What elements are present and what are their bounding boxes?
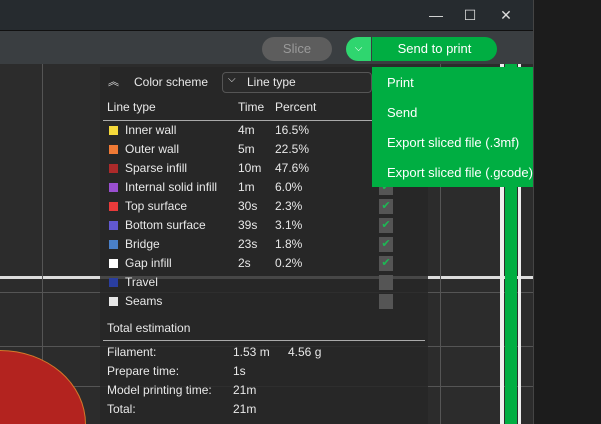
line-type-time: 30s bbox=[238, 199, 258, 213]
line-type-time: 5m bbox=[238, 142, 255, 156]
title-bar: — ☐ ✕ bbox=[0, 0, 533, 31]
line-type-percent: 3.1% bbox=[275, 218, 303, 232]
color-swatch bbox=[109, 145, 118, 154]
line-type-time: 2s bbox=[238, 256, 251, 270]
line-type-percent: 6.0% bbox=[275, 180, 303, 194]
divider bbox=[103, 120, 425, 121]
minimize-icon[interactable]: — bbox=[429, 7, 443, 23]
line-type-name: Inner wall bbox=[125, 123, 177, 137]
model-time: 21m bbox=[233, 383, 257, 397]
line-type-percent: 0.2% bbox=[275, 256, 303, 270]
line-type-name: Outer wall bbox=[125, 142, 180, 156]
close-icon[interactable]: ✕ bbox=[500, 7, 512, 23]
visibility-checkbox[interactable]: ✔ bbox=[379, 218, 393, 233]
filament-weight: 4.56 g bbox=[288, 345, 322, 359]
legend-row: Bridge 23s 1.8% ✔ bbox=[100, 235, 428, 254]
visibility-checkbox[interactable]: ✔ bbox=[379, 256, 393, 271]
menu-item-export-3mf[interactable]: Export sliced file (.3mf) bbox=[387, 135, 520, 150]
color-swatch bbox=[109, 259, 118, 268]
header-percent: Percent bbox=[275, 100, 317, 114]
color-swatch bbox=[109, 126, 118, 135]
grid-line bbox=[440, 64, 441, 424]
header-time: Time bbox=[238, 100, 265, 114]
legend-row: Gap infill 2s 0.2% ✔ bbox=[100, 254, 428, 273]
menu-item-print[interactable]: Print bbox=[387, 75, 414, 90]
legend-row: Bottom surface 39s 3.1% ✔ bbox=[100, 216, 428, 235]
line-type-time: 4m bbox=[238, 123, 255, 137]
menu-item-send[interactable]: Send bbox=[387, 105, 418, 120]
color-scheme-label: Color scheme bbox=[134, 75, 209, 89]
line-type-name: Sparse infill bbox=[125, 161, 188, 175]
slice-button[interactable]: Slice bbox=[262, 37, 332, 61]
visibility-checkbox[interactable] bbox=[379, 275, 393, 290]
total-time: 21m bbox=[233, 402, 257, 416]
header-line-type: Line type bbox=[107, 100, 156, 114]
color-swatch bbox=[109, 221, 118, 230]
legend-row: Seams bbox=[100, 292, 428, 311]
divider bbox=[103, 340, 425, 341]
line-type-time: 1m bbox=[238, 180, 255, 194]
line-type-name: Travel bbox=[125, 275, 158, 289]
grid-line bbox=[500, 64, 504, 424]
slicer-window: — ☐ ✕ Slice ⌵ Send to print ︽ Color sche… bbox=[0, 0, 534, 424]
line-type-name: Bottom surface bbox=[125, 218, 206, 232]
grid-line bbox=[518, 64, 521, 424]
line-type-name: Seams bbox=[125, 294, 163, 308]
collapse-icon[interactable]: ︽ bbox=[108, 76, 119, 88]
color-swatch bbox=[109, 240, 118, 249]
line-type-percent: 1.8% bbox=[275, 237, 303, 251]
prepare-time: 1s bbox=[233, 364, 246, 378]
line-type-name: Internal solid infill bbox=[125, 180, 218, 194]
color-scheme-value: Line type bbox=[247, 75, 296, 89]
visibility-checkbox[interactable] bbox=[379, 294, 393, 309]
chevron-down-icon: ⌵ bbox=[228, 74, 236, 85]
line-type-time: 39s bbox=[238, 218, 258, 232]
model-time-label: Model printing time: bbox=[107, 383, 212, 397]
line-type-time: 10m bbox=[238, 161, 262, 175]
maximize-icon[interactable]: ☐ bbox=[463, 7, 477, 23]
send-dropdown-menu: Print Send Export sliced file (.3mf) Exp… bbox=[372, 67, 533, 187]
legend-row: Internal solid infill 1m 6.0% ✔ bbox=[100, 178, 428, 197]
color-swatch bbox=[109, 202, 118, 211]
color-scheme-select[interactable]: ⌵ Line type bbox=[222, 72, 372, 93]
line-type-percent: 16.5% bbox=[275, 123, 310, 137]
model-part[interactable] bbox=[0, 350, 86, 424]
line-type-percent: 22.5% bbox=[275, 142, 310, 156]
color-swatch bbox=[109, 278, 118, 287]
grid-line bbox=[42, 64, 43, 424]
color-swatch bbox=[109, 183, 118, 192]
line-type-name: Bridge bbox=[125, 237, 160, 251]
filament-length: 1.53 m bbox=[233, 345, 270, 359]
color-swatch bbox=[109, 164, 118, 173]
line-type-name: Top surface bbox=[125, 199, 188, 213]
line-type-time: 23s bbox=[238, 237, 258, 251]
total-estimation-title: Total estimation bbox=[107, 321, 191, 335]
legend-row: Top surface 30s 2.3% ✔ bbox=[100, 197, 428, 216]
total-label: Total: bbox=[107, 402, 136, 416]
legend-row: Travel bbox=[100, 273, 428, 292]
prepare-label: Prepare time: bbox=[107, 364, 180, 378]
send-to-print-button[interactable]: Send to print bbox=[372, 37, 497, 61]
visibility-checkbox[interactable]: ✔ bbox=[379, 199, 393, 214]
color-swatch bbox=[109, 297, 118, 306]
filament-label: Filament: bbox=[107, 345, 157, 359]
chevron-down-icon[interactable]: ⌵ bbox=[346, 37, 371, 61]
line-type-percent: 47.6% bbox=[275, 161, 310, 175]
line-type-name: Gap infill bbox=[125, 256, 172, 270]
visibility-checkbox[interactable]: ✔ bbox=[379, 237, 393, 252]
menu-item-export-gcode[interactable]: Export sliced file (.gcode) bbox=[387, 165, 533, 180]
line-type-percent: 2.3% bbox=[275, 199, 303, 213]
